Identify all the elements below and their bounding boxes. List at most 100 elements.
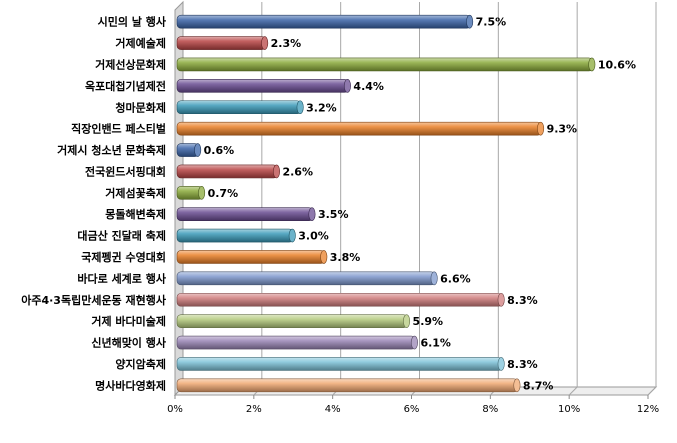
x-tick-label: 2% — [246, 404, 262, 415]
bar — [176, 143, 202, 157]
data-label: 3.0% — [298, 230, 329, 243]
bar — [176, 292, 505, 307]
data-label: 8.7% — [523, 379, 554, 392]
x-tick-label: 6% — [404, 404, 420, 415]
category-label: 거제선상문화제 — [95, 57, 166, 71]
bar-body — [176, 79, 349, 93]
category-label: 거제 바다미술제 — [91, 314, 166, 328]
bar — [176, 121, 545, 136]
bar-body — [176, 228, 294, 243]
bar-cap — [320, 250, 328, 264]
bar — [176, 228, 296, 243]
bar-cap — [430, 271, 438, 286]
bar-body — [176, 57, 594, 72]
category-label: 거제시 청소년 문화축제 — [57, 143, 166, 157]
data-label: 5.9% — [413, 315, 444, 328]
bar-body — [176, 292, 503, 307]
category-label: 몽돌해변축제 — [105, 207, 166, 221]
data-label: 2.6% — [282, 165, 313, 178]
bar-cap — [296, 100, 304, 115]
data-label: 3.2% — [306, 101, 337, 114]
bar-cap — [343, 79, 351, 93]
gridline-floor — [647, 386, 657, 396]
data-label: 10.6% — [598, 58, 636, 71]
labels: 0% 2% 4% 6% 8% 10% 12% 7.5% 시민의 날 행사 2.3% 거제예술제 10.… — [21, 15, 659, 415]
data-label: 3.5% — [318, 208, 349, 221]
bar-body — [176, 335, 416, 350]
data-label: 8.3% — [507, 358, 538, 371]
bar-cap — [261, 36, 269, 50]
category-label: 청마문화제 — [115, 100, 166, 114]
bar-cap — [410, 335, 418, 350]
category-label: 시민의 날 행사 — [98, 15, 167, 29]
category-label: 국제펭귄 수영대회 — [81, 250, 166, 264]
data-label: 2.3% — [271, 37, 302, 50]
data-label: 7.5% — [476, 16, 507, 29]
data-label: 8.3% — [507, 294, 538, 307]
category-label: 양지암축제 — [115, 357, 166, 371]
bar-body — [176, 250, 326, 264]
bar-body — [176, 314, 408, 328]
bar-cap — [194, 143, 202, 157]
data-label: 3.8% — [330, 251, 361, 264]
bar-body — [176, 357, 503, 371]
bar — [176, 250, 328, 264]
bar-cap — [198, 186, 206, 200]
bar — [176, 57, 596, 72]
data-label: 9.3% — [547, 123, 578, 136]
bar-body — [176, 164, 278, 179]
bar-cap — [513, 378, 521, 393]
category-label: 옥포대첩기념제전 — [85, 79, 166, 93]
bar — [176, 100, 304, 115]
bar-cap — [288, 228, 296, 243]
data-label: 6.1% — [420, 337, 451, 350]
bar-cap — [466, 14, 474, 29]
bar — [176, 357, 505, 371]
bar-cap — [272, 164, 280, 179]
bar-body — [176, 121, 542, 136]
category-label: 대금산 진달래 축제 — [77, 229, 166, 243]
category-label: 아주4·3독립만세운동 재현행사 — [21, 293, 167, 307]
bar — [176, 164, 280, 179]
category-label: 신년해맞이 행사 — [91, 336, 167, 350]
category-label: 거제섬꽃축제 — [105, 186, 166, 200]
bar — [176, 314, 411, 328]
data-label: 6.6% — [440, 272, 471, 285]
bar — [176, 186, 206, 200]
x-tick-label: 12% — [637, 404, 659, 415]
x-tick-label: 4% — [325, 404, 341, 415]
bar-cap — [497, 292, 505, 307]
category-label: 거제예술제 — [115, 36, 166, 50]
bars — [176, 14, 596, 393]
bar — [176, 378, 521, 393]
category-label: 직장인밴드 페스티벌 — [71, 122, 166, 136]
bar — [176, 271, 438, 286]
bar — [176, 36, 269, 50]
bar-cap — [497, 357, 505, 371]
category-label: 전국윈드서핑대회 — [85, 164, 166, 178]
bar-cap — [537, 121, 545, 136]
bar-body — [176, 378, 519, 393]
bar — [176, 14, 474, 29]
bar-cap — [308, 207, 316, 221]
category-label: 명사바다영화제 — [95, 378, 166, 392]
bar — [176, 79, 351, 93]
bar-cap — [403, 314, 411, 328]
data-label: 0.7% — [208, 187, 239, 200]
category-label: 바다로 세계로 행사 — [77, 271, 166, 285]
bar — [176, 207, 316, 221]
x-tick-label: 10% — [558, 404, 580, 415]
x-tick-label: 8% — [482, 404, 498, 415]
gridline-floor — [568, 386, 578, 396]
bar-body — [176, 207, 314, 221]
bar-body — [176, 100, 302, 115]
bar-cap — [588, 57, 596, 72]
bar-body — [176, 36, 266, 50]
bar-body — [176, 14, 471, 29]
bar — [176, 335, 418, 350]
data-label: 0.6% — [204, 144, 235, 157]
bar-body — [176, 271, 436, 286]
x-tick-label: 0% — [167, 404, 183, 415]
